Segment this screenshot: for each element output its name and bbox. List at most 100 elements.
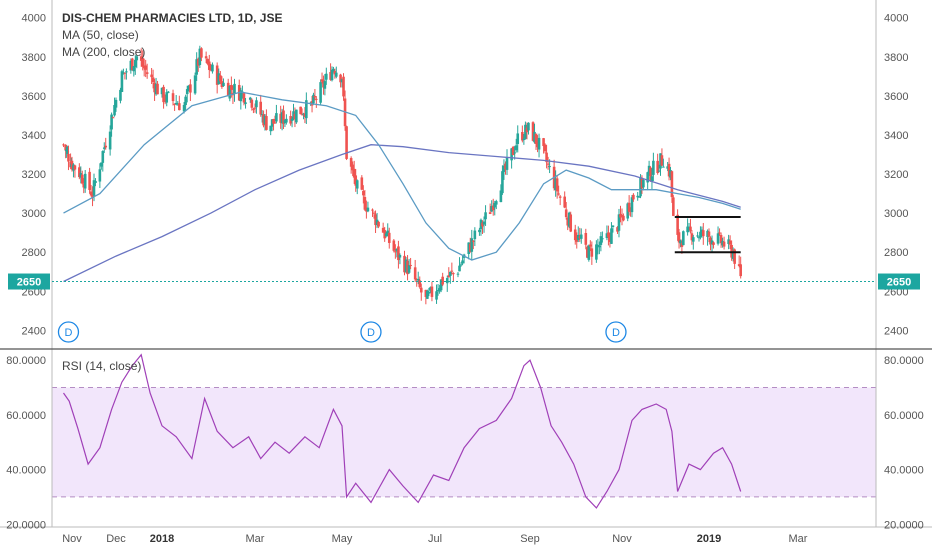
candle-body <box>88 172 91 190</box>
candle-body <box>544 145 547 152</box>
candle-body <box>356 180 359 188</box>
y-tick-label-right: 3800 <box>884 52 908 64</box>
candle-body <box>141 58 144 67</box>
candle-body <box>679 241 682 244</box>
candle-body <box>457 274 460 275</box>
candle-body <box>692 237 695 241</box>
candle-body <box>610 228 613 243</box>
rsi-tick-label-right: 80.0000 <box>884 355 924 367</box>
candle-body <box>274 122 277 123</box>
candle-body <box>446 278 449 283</box>
candle-body <box>175 103 178 104</box>
candle-body <box>600 236 603 245</box>
candle-body <box>295 110 298 123</box>
candle-body <box>393 241 396 251</box>
candle-body <box>115 100 118 108</box>
candle-body <box>557 194 560 195</box>
candle-body <box>74 165 77 169</box>
candle-body <box>194 75 197 93</box>
candle-body <box>189 84 192 92</box>
y-tick-label-left: 2400 <box>22 325 46 337</box>
dividend-marker-label: D <box>64 327 72 339</box>
candle-body <box>712 242 715 244</box>
candle-body <box>516 133 519 144</box>
candle-body <box>478 230 481 232</box>
y-tick-label-left: 3400 <box>22 130 46 142</box>
x-tick-label: Nov <box>62 533 82 545</box>
candle-body <box>569 214 572 231</box>
candle-body <box>319 82 322 103</box>
candle-body <box>495 201 498 204</box>
candle-body <box>255 100 258 107</box>
candle-body <box>556 178 559 191</box>
candle-body <box>81 175 84 184</box>
rsi-legend: RSI (14, close) <box>62 359 141 373</box>
candle-body <box>501 171 504 193</box>
candle-body <box>167 92 170 93</box>
candle-body <box>559 196 562 197</box>
candle-body <box>682 231 685 245</box>
candle-body <box>435 291 438 299</box>
y-tick-label-left: 2800 <box>22 247 46 259</box>
candle-body <box>408 265 411 273</box>
candle-body <box>580 235 583 239</box>
candle-body <box>638 196 641 197</box>
candle-body <box>739 264 742 276</box>
candle-body <box>696 235 699 236</box>
candle-body <box>565 209 568 217</box>
candle-body <box>718 232 721 233</box>
candle-body <box>388 233 391 243</box>
candle-body <box>361 177 364 189</box>
candle-body <box>702 230 705 236</box>
candle-body <box>172 93 175 101</box>
candle-body <box>84 174 87 189</box>
candle-body <box>110 115 113 130</box>
candle-body <box>538 138 541 150</box>
candle-body <box>642 180 645 187</box>
candle-body <box>672 197 675 215</box>
candle-body <box>124 73 127 74</box>
y-tick-label-left: 3200 <box>22 169 46 181</box>
candle-body <box>591 248 594 256</box>
candle-body <box>244 102 247 104</box>
candle-body <box>652 161 655 175</box>
candle-body <box>598 246 601 248</box>
candle-body <box>472 241 475 242</box>
x-tick-label: Sep <box>520 533 540 545</box>
candle-body <box>331 70 334 80</box>
candle-body <box>420 288 423 293</box>
rsi-tick-label-right: 60.0000 <box>884 410 924 422</box>
candle-body <box>461 260 464 263</box>
chart-title: DIS-CHEM PHARMACIES LTD, 1D, JSE <box>62 11 282 25</box>
candle-body <box>314 96 317 97</box>
candle-body <box>165 92 168 102</box>
candle-body <box>324 81 327 89</box>
candle-body <box>451 271 454 272</box>
x-tick-label: Dec <box>106 533 126 545</box>
candle-body <box>662 167 665 168</box>
candle-body <box>299 107 302 114</box>
candle-body <box>186 89 189 94</box>
y-tick-label-left: 4000 <box>22 13 46 25</box>
candle-body <box>458 266 461 272</box>
candle-body <box>103 147 106 148</box>
candle-body <box>489 212 492 214</box>
candle-body <box>200 48 203 57</box>
candle-body <box>729 241 732 245</box>
candle-body <box>156 84 159 95</box>
rsi-tick-label-left: 60.0000 <box>6 410 46 422</box>
candle-body <box>335 73 338 77</box>
candle-body <box>183 105 186 111</box>
candle-body <box>548 166 551 167</box>
candle-body <box>325 74 328 80</box>
candle-body <box>100 163 103 167</box>
x-tick-label: 2019 <box>697 533 721 545</box>
y-tick-label-right: 3600 <box>884 91 908 103</box>
candle-body <box>484 212 487 219</box>
candle-body <box>121 71 124 92</box>
candle-body <box>449 272 452 276</box>
candle-body <box>146 72 149 74</box>
candle-body <box>112 117 115 118</box>
x-tick-label: Nov <box>612 533 632 545</box>
